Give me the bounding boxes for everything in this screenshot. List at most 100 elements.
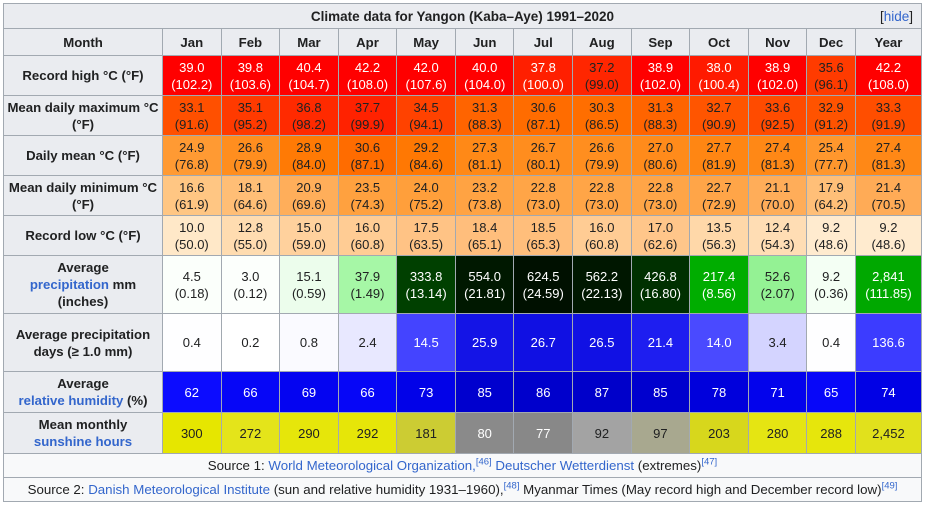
row-label: Average [57, 376, 109, 391]
table-cell: 14.5 [396, 313, 456, 372]
table-cell: 86 [513, 371, 574, 413]
table-cell: 33.3 (91.9) [854, 95, 923, 136]
table-cell: 0.4 [162, 313, 222, 372]
cell-value: 22.8 [589, 179, 615, 195]
table-cell: 10.0 (50.0) [162, 215, 222, 256]
table-cell: 69 [279, 371, 339, 413]
cell-secondary-value: (103.6) [229, 76, 271, 92]
cell-value: 27.4 [764, 139, 791, 155]
table-cell: 2,841 (111.85) [854, 255, 923, 314]
cell-secondary-value: (104.0) [464, 76, 506, 92]
table-cell: 17.5 (63.5) [396, 215, 456, 256]
cell-value: 35.1 [237, 99, 264, 115]
table-cell: 30.3 (86.5) [572, 95, 632, 136]
table-cell: 66 [220, 371, 281, 413]
row-label-link[interactable]: sunshine hours [33, 434, 133, 449]
cell-secondary-value: (63.5) [409, 236, 444, 252]
dwd-link[interactable]: Deutscher Wetterdienst [495, 458, 635, 473]
cell-value: 30.6 [530, 99, 556, 115]
cell-value: 14.5 [413, 335, 439, 350]
cell-secondary-value: (94.1) [409, 116, 444, 132]
table-row: Average precipitation days (≥ 1.0 mm) 0.4… [3, 313, 923, 372]
cell-secondary-value: (91.2) [814, 116, 849, 132]
cell-value: 42.2 [354, 59, 381, 75]
cell-value: 24.9 [179, 139, 205, 155]
cell-value: 66 [243, 384, 258, 400]
month-header-jan: Jan [162, 28, 222, 56]
ref-48-link[interactable]: [48] [503, 480, 520, 492]
cell-secondary-value: (54.3) [760, 236, 795, 252]
table-cell: 288 [806, 412, 856, 454]
source2-prefix: Source 2: [27, 482, 89, 497]
source1-suffix: (extremes) [634, 458, 702, 473]
table-cell: 27.3 (81.1) [454, 135, 515, 176]
table-title: Climate data for Yangon (Kaba–Aye) 1991–… [310, 8, 615, 24]
cell-secondary-value: (99.9) [350, 116, 385, 132]
cell-value: 80 [477, 425, 492, 441]
table-cell: 181 [396, 412, 456, 454]
dmi-link[interactable]: Danish Meteorological Institute [88, 482, 271, 497]
cell-value: 3.4 [768, 335, 787, 350]
table-cell: 9.2 (0.36) [806, 255, 856, 314]
cell-value: 22.8 [647, 179, 674, 195]
cell-value: 77 [536, 425, 551, 441]
cell-secondary-value: (64.2) [814, 196, 849, 212]
cell-value: 2,841 [872, 268, 905, 284]
cell-value: 26.6 [237, 139, 264, 155]
cell-secondary-value: (8.56) [702, 285, 736, 301]
cell-secondary-value: (98.2) [291, 116, 326, 132]
cell-value: 27.3 [472, 139, 498, 155]
cell-value: 78 [711, 384, 727, 400]
ref-49-link[interactable]: [49] [881, 480, 898, 492]
cell-value: 23.2 [472, 179, 498, 195]
row-label-link[interactable]: relative humidity [18, 393, 124, 408]
cell-value: 92 [594, 425, 610, 441]
cell-value: 24.0 [413, 179, 439, 195]
hide-link[interactable]: hide [883, 9, 910, 24]
table-cell: 16.0 (60.8) [572, 215, 632, 256]
cell-value: 16.0 [354, 219, 381, 235]
table-cell: 18.4 (65.1) [454, 215, 515, 256]
hide-toggle[interactable]: [hide] [879, 9, 913, 24]
cell-value: 27.7 [706, 139, 732, 155]
ref-47-link[interactable]: [47] [701, 456, 718, 468]
table-cell: 42.2 (108.0) [337, 55, 398, 96]
table-cell: 31.3 (88.3) [454, 95, 515, 136]
table-cell: 21.4 (70.5) [854, 175, 923, 216]
cell-secondary-value: (88.3) [467, 116, 502, 132]
table-cell: 22.8 (73.0) [572, 175, 632, 216]
table-cell: 23.5 (74.3) [337, 175, 398, 216]
cell-secondary-value: (75.2) [409, 196, 444, 212]
cell-secondary-value: (60.8) [350, 236, 385, 252]
table-cell: 562.2 (22.13) [572, 255, 632, 314]
cell-value: 26.7 [530, 139, 556, 155]
table-cell: 71 [747, 371, 808, 413]
cell-value: 0.4 [822, 335, 841, 350]
cell-value: 20.9 [296, 179, 322, 195]
cell-value: 3.0 [241, 268, 260, 284]
table-cell: 2,452 [854, 412, 923, 454]
table-cell: 38.9 (102.0) [630, 55, 691, 96]
cell-value: 40.0 [472, 59, 498, 75]
cell-secondary-value: (77.7) [814, 156, 849, 172]
table-cell: 80 [454, 412, 515, 454]
row-label-link[interactable]: precipitation [29, 277, 109, 292]
month-header-jul: Jul [513, 28, 574, 56]
cell-secondary-value: (102.0) [639, 76, 682, 92]
cell-secondary-value: (16.80) [639, 285, 682, 301]
cell-secondary-value: (21.81) [464, 285, 506, 301]
cell-value: 2.4 [358, 335, 377, 350]
table-cell: 85 [630, 371, 691, 413]
ref-46-link[interactable]: [46] [475, 456, 492, 468]
table-cell: 30.6 (87.1) [513, 95, 574, 136]
table-cell: 280 [747, 412, 808, 454]
cell-value: 23.5 [354, 179, 381, 195]
table-row: Average relative humidity (%) 62 66 69 66 73 85… [3, 371, 923, 413]
cell-secondary-value: (65.3) [526, 236, 561, 252]
table-cell: 15.0 (59.0) [279, 215, 339, 256]
wmo-link[interactable]: World Meteorological Organization, [268, 458, 476, 473]
cell-value: 288 [820, 425, 842, 441]
table-cell: 21.1 (70.0) [747, 175, 808, 216]
row-header: Average relative humidity (%) [3, 371, 163, 413]
caption-row: Climate data for Yangon (Kaba–Aye) 1991–… [3, 3, 922, 29]
